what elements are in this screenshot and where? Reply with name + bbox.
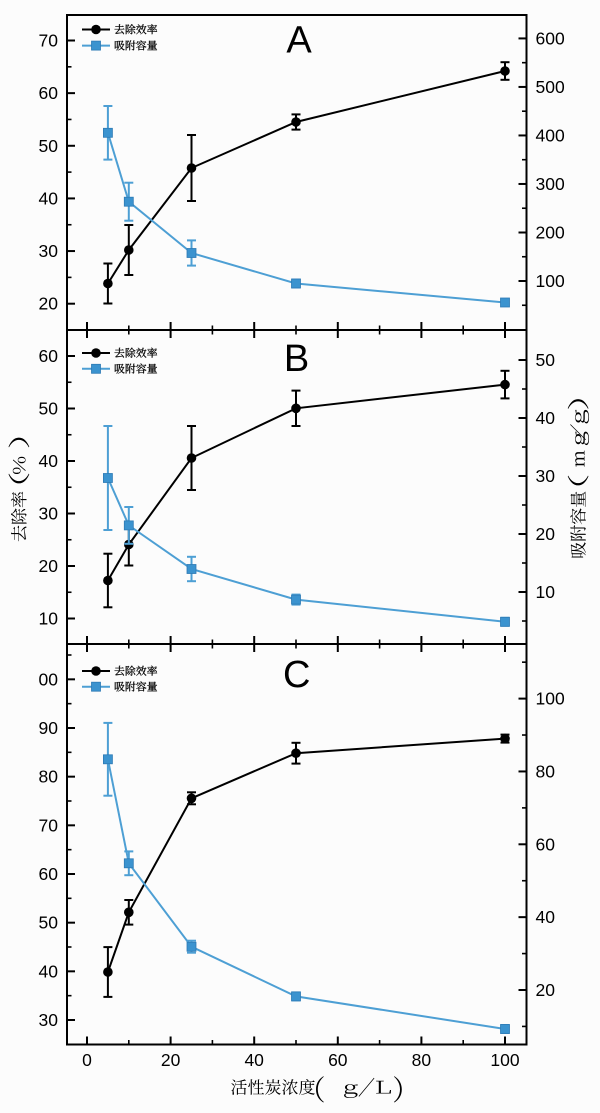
svg-text:A: A [286,19,312,61]
svg-text:10: 10 [536,582,556,602]
svg-text:100: 100 [490,1050,519,1070]
svg-text:30: 30 [39,1010,59,1030]
svg-text:40: 40 [39,188,59,208]
svg-text:50: 50 [536,350,556,370]
svg-text:70: 70 [39,815,59,835]
svg-text:400: 400 [536,125,565,145]
svg-text:C: C [283,654,310,696]
svg-text:40: 40 [536,408,556,428]
svg-text:600: 600 [536,28,565,48]
svg-text:90: 90 [39,718,59,738]
svg-text:50: 50 [39,136,59,156]
svg-text:80: 80 [536,761,556,781]
svg-text:60: 60 [328,1050,348,1070]
svg-text:0: 0 [82,1050,92,1070]
svg-text:50: 50 [39,399,59,419]
svg-text:30: 30 [536,466,556,486]
svg-text:30: 30 [39,504,59,524]
svg-text:50: 50 [39,913,59,933]
svg-text:20: 20 [161,1050,181,1070]
svg-text:100: 100 [536,689,565,709]
svg-text:10: 10 [39,609,59,629]
svg-text:500: 500 [536,77,565,97]
svg-text:30: 30 [39,241,59,261]
svg-text:40: 40 [536,907,556,927]
svg-text:60: 60 [39,83,59,103]
svg-text:20: 20 [536,524,556,544]
svg-text:40: 40 [39,961,59,981]
svg-text:00: 00 [39,669,59,689]
svg-text:20: 20 [39,294,59,314]
svg-text:20: 20 [536,980,556,1000]
svg-text:60: 60 [39,864,59,884]
svg-text:70: 70 [39,31,59,51]
svg-text:100: 100 [536,271,565,291]
svg-text:80: 80 [412,1050,432,1070]
svg-text:60: 60 [39,346,59,366]
svg-text:40: 40 [244,1050,264,1070]
svg-text:B: B [284,338,309,380]
svg-text:80: 80 [39,767,59,787]
svg-text:20: 20 [39,556,59,576]
svg-text:60: 60 [536,834,556,854]
svg-text:200: 200 [536,222,565,242]
svg-text:40: 40 [39,451,59,471]
svg-text:300: 300 [536,174,565,194]
